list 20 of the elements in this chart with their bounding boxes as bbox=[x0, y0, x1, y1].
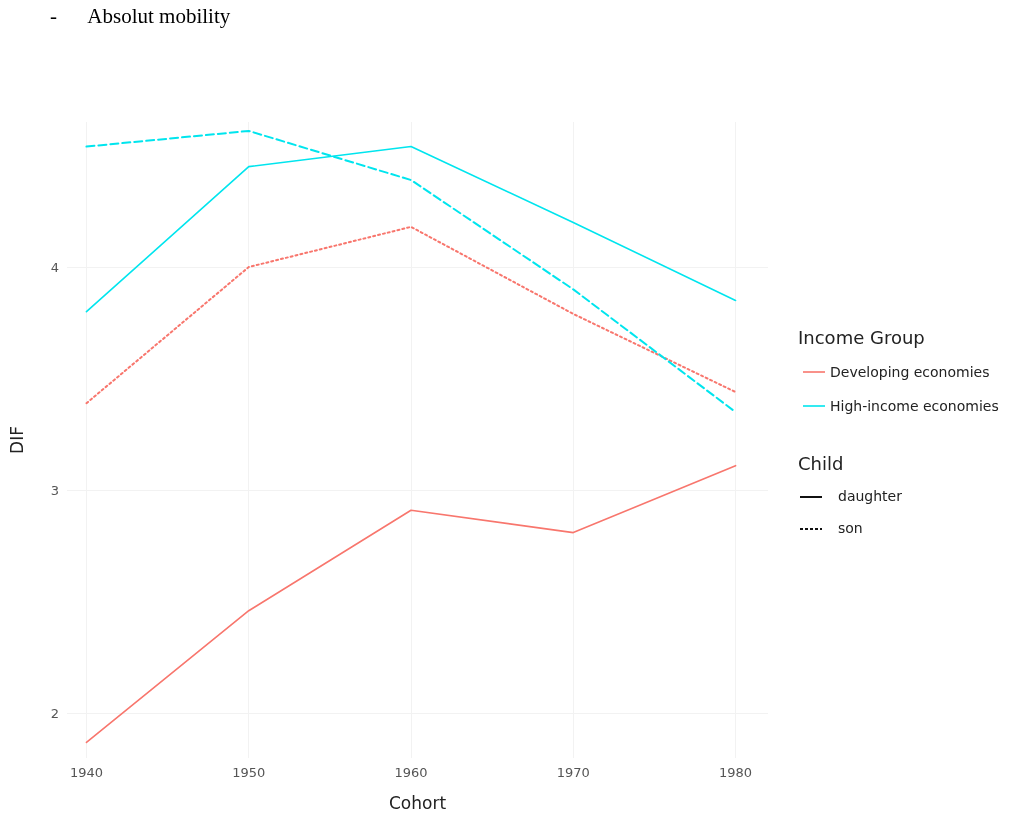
x-tick-label: 1960 bbox=[394, 765, 428, 780]
y-tick-label: 3 bbox=[50, 482, 59, 498]
legend-label: High-income economies bbox=[830, 398, 999, 414]
x-tick-label: 1980 bbox=[719, 765, 753, 780]
line-series bbox=[85, 225, 737, 405]
y-tick-label: 4 bbox=[50, 259, 59, 275]
chart-title: - Absolut mobility bbox=[50, 4, 231, 29]
text: son bbox=[838, 520, 863, 536]
y-axis-title: DIF bbox=[6, 426, 27, 454]
x-tick-label: 1970 bbox=[556, 765, 590, 780]
legend-label: Developing economies bbox=[830, 364, 990, 380]
x-axis-title: Cohort bbox=[388, 792, 447, 813]
x-tick-label: 1940 bbox=[69, 765, 104, 780]
legend-title: Income Group bbox=[798, 326, 925, 348]
line-series bbox=[85, 464, 737, 744]
y-tick-label: 2 bbox=[50, 705, 59, 721]
x-tick-label: 1950 bbox=[232, 765, 266, 780]
line-series bbox=[85, 129, 737, 414]
text: Child bbox=[798, 452, 844, 474]
text: daughter bbox=[838, 488, 903, 504]
